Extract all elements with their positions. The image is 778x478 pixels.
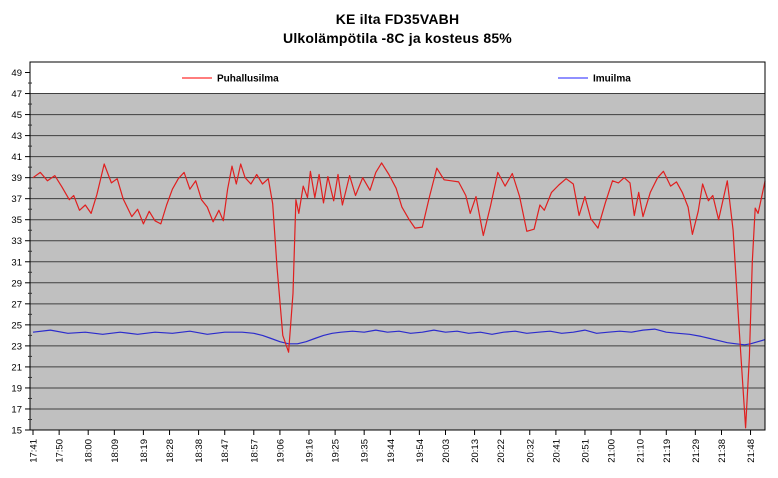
y-tick-label-41: 41 <box>11 152 22 163</box>
y-tick-label-15: 15 <box>11 426 22 437</box>
x-tick-label-20:13: 20:13 <box>470 439 481 463</box>
y-tick-label-25: 25 <box>11 320 22 331</box>
x-tick-label-18:00: 18:00 <box>84 439 95 463</box>
y-tick-label-37: 37 <box>11 194 22 205</box>
y-tick-label-19: 19 <box>11 383 22 394</box>
x-tick-label-21:00: 21:00 <box>607 439 618 463</box>
x-tick-label-20:22: 20:22 <box>496 439 507 463</box>
chart-subtitle: Ulkolämpötila -8C ja kosteus 85% <box>283 30 512 46</box>
x-tick-label-21:48: 21:48 <box>746 439 757 463</box>
y-tick-label-47: 47 <box>11 89 22 100</box>
x-tick-label-19:54: 19:54 <box>415 439 426 463</box>
y-tick-label-33: 33 <box>11 236 22 247</box>
series-line-puhallusilma <box>32 162 766 429</box>
y-tick-label-31: 31 <box>11 257 22 268</box>
x-tick-label-18:47: 18:47 <box>220 439 231 463</box>
y-tick-label-39: 39 <box>11 173 22 184</box>
x-tick-label-19:25: 19:25 <box>331 439 342 463</box>
series-line-imuilma <box>32 328 766 346</box>
y-tick-label-17: 17 <box>11 404 22 415</box>
x-tick-label-18:19: 18:19 <box>139 439 150 463</box>
x-tick-label-21:29: 21:29 <box>691 439 702 463</box>
legend-label-imuilma: Imuilma <box>593 74 631 85</box>
x-tick-label-17:41: 17:41 <box>29 439 40 463</box>
chart-title: KE ilta FD35VABH <box>335 11 460 27</box>
x-tick-label-21:38: 21:38 <box>717 439 728 463</box>
legend-band <box>30 62 765 94</box>
y-tick-label-21: 21 <box>11 362 22 373</box>
y-tick-label-49: 49 <box>11 68 22 79</box>
x-tick-label-20:03: 20:03 <box>441 439 452 463</box>
x-tick-label-21:10: 21:10 <box>636 439 647 463</box>
x-tick-label-18:28: 18:28 <box>165 439 176 463</box>
plot-border <box>29 61 766 431</box>
y-tick-label-27: 27 <box>11 299 22 310</box>
y-tick-label-35: 35 <box>11 215 22 226</box>
legend-label-puhallusilma: Puhallusilma <box>217 74 279 85</box>
x-tick-label-18:57: 18:57 <box>249 439 260 463</box>
x-tick-label-18:38: 18:38 <box>194 439 205 463</box>
x-tick-label-19:35: 19:35 <box>360 439 371 463</box>
y-tick-label-43: 43 <box>11 131 22 142</box>
x-tick-label-20:32: 20:32 <box>525 439 536 463</box>
x-tick-label-19:06: 19:06 <box>275 439 286 463</box>
x-tick-label-18:09: 18:09 <box>110 439 121 463</box>
x-tick-label-21:19: 21:19 <box>662 439 673 463</box>
chart-title-block: KE ilta FD35VABH Ulkolämpötila -8C ja ko… <box>30 10 765 48</box>
y-tick-label-23: 23 <box>11 341 22 352</box>
y-tick-label-45: 45 <box>11 110 22 121</box>
x-tick-label-19:44: 19:44 <box>386 439 397 463</box>
x-tick-label-17:50: 17:50 <box>55 439 66 463</box>
x-tick-label-20:51: 20:51 <box>580 439 591 463</box>
x-tick-label-19:16: 19:16 <box>304 439 315 463</box>
x-tick-label-20:41: 20:41 <box>551 439 562 463</box>
y-tick-label-29: 29 <box>11 278 22 289</box>
